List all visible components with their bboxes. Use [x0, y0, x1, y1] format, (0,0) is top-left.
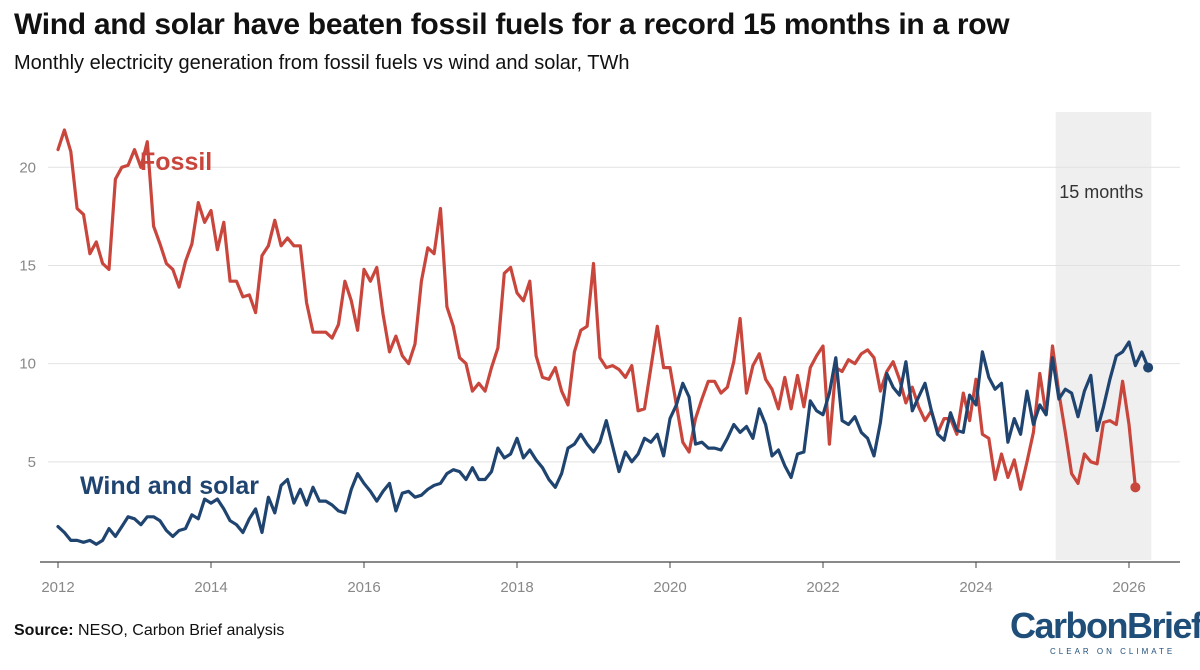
x-tick-label: 2014: [194, 579, 227, 596]
series-line-0: [56, 128, 1138, 491]
chart-title: Wind and solar have beaten fossil fuels …: [14, 8, 1010, 41]
y-tick-label: 20: [19, 159, 36, 176]
x-tick-label: 2026: [1112, 579, 1145, 596]
series-endpoint-1: [1143, 362, 1154, 373]
y-tick-label: 5: [28, 454, 36, 471]
series-line-1: [56, 340, 1150, 546]
series-endpoint-0: [1130, 482, 1141, 493]
axis-layer: 5 10 15 20 2012 2014 2016 2018 2020 2022 2024 2026: [19, 159, 1180, 596]
carbon-brief-logo: CarbonBrief CLEAR ON CLIMATE: [1010, 605, 1200, 665]
label-layer: Fossil Wind and solar: [80, 148, 259, 500]
grid-layer: [48, 166, 1180, 463]
x-tick-label: 2018: [500, 579, 533, 596]
x-tick-label: 2022: [806, 579, 839, 596]
source-note: Source: NESO, Carbon Brief analysis: [14, 622, 284, 640]
x-tick-label: 2024: [959, 579, 992, 596]
highlight-layer: 15 months: [1055, 112, 1152, 560]
source-label: Source:: [14, 622, 74, 639]
series-label-1: Wind and solar: [80, 472, 259, 500]
highlight-band: [1055, 112, 1152, 560]
logo-tagline: CLEAR ON CLIMATE: [1050, 647, 1176, 656]
x-tick-label: 2016: [347, 579, 380, 596]
x-tick-label: 2012: [41, 579, 74, 596]
x-tick-label: 2020: [653, 579, 686, 596]
y-tick-label: 10: [19, 356, 36, 373]
logo-wordmark: CarbonBrief: [1010, 605, 1200, 646]
highlight-label: 15 months: [1059, 182, 1143, 202]
series-label-0: Fossil: [140, 148, 212, 176]
y-tick-label: 15: [19, 257, 36, 274]
chart-subtitle: Monthly electricity generation from foss…: [14, 52, 630, 74]
series-layer: [56, 128, 1154, 546]
source-text: NESO, Carbon Brief analysis: [78, 622, 285, 639]
